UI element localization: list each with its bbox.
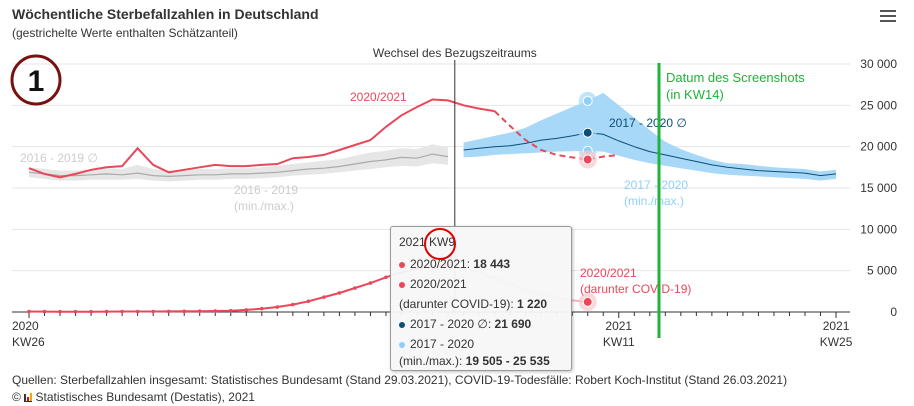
covid-point [120, 309, 124, 314]
hamburger-menu-icon[interactable] [880, 10, 896, 23]
covid-point [384, 275, 388, 280]
covid-point [337, 291, 342, 295]
tooltip-label: 2017 - 2020 [410, 337, 475, 351]
x-tick-label: KW26 [12, 335, 45, 349]
light-blue-dot-icon [399, 341, 405, 348]
label-band-2016-2019: (min./max.) [234, 199, 294, 213]
tooltip-value: 1 220 [517, 297, 548, 311]
period-change-label: Wechsel des Bezugszeitraums [373, 46, 537, 60]
tooltip-label: (darunter COVID-19): [399, 297, 518, 311]
label-covid: 2020/2021 [580, 266, 637, 280]
covid-point [353, 286, 357, 290]
credit-line[interactable]: © Statistisches Bundesamt (Destatis), 20… [12, 390, 255, 404]
x-tick-label: KW11 [603, 335, 635, 349]
label-band-2017-2020: (min./max.) [624, 194, 684, 208]
covid-point [182, 309, 186, 314]
covid-point [275, 305, 280, 309]
hover-point [582, 296, 593, 307]
x-tick-label: 2021 [605, 319, 632, 333]
label-covid: (darunter COVID-19) [580, 282, 691, 296]
highlight-circle [424, 228, 456, 260]
covid-point [228, 308, 233, 313]
covid-point [322, 295, 326, 299]
x-tick-label: KW25 [820, 335, 853, 349]
covid-point [368, 281, 373, 285]
tooltip-label: (min./max.): [399, 354, 466, 368]
covid-point [42, 309, 47, 314]
covid-point [73, 309, 78, 314]
tooltip-label: 2020/2021: [410, 257, 474, 271]
screenshot-date-label: (in KW14) [666, 87, 724, 102]
hover-point [582, 127, 593, 138]
covid-point [58, 309, 62, 314]
band-2016-2019 [29, 144, 448, 182]
chart-subtitle: (gestrichelte Werte enthalten Schätzante… [12, 26, 238, 40]
credit-text: Statistisches Bundesamt (Destatis), 2021 [35, 390, 255, 404]
tooltip-value: 19 505 - 25 535 [465, 354, 550, 368]
hover-point [582, 154, 593, 165]
label-2020-2021: 2020/2021 [350, 90, 407, 104]
covid-point [135, 309, 140, 314]
y-tick-label: 0 [890, 305, 897, 319]
covid-point [244, 308, 249, 312]
copyright-symbol: © [12, 390, 21, 404]
label-band-2016-2019: 2016 - 2019 [234, 183, 298, 197]
hover-point [582, 95, 593, 106]
annotation-number: 1 [28, 65, 45, 98]
covid-point [27, 309, 31, 314]
covid-point [213, 309, 218, 313]
covid-point [166, 309, 171, 314]
tooltip-value: 21 690 [494, 317, 532, 331]
source-note: Quellen: Sterbefallzahlen insgesamt: Sta… [12, 373, 788, 387]
x-tick-label: 2021 [823, 319, 850, 333]
covid-point [291, 302, 295, 307]
tooltip-year: 2021 [399, 235, 426, 249]
covid-point [306, 299, 311, 304]
y-tick-label: 30 000 [860, 57, 897, 71]
tooltip-label: 2017 - 2020 ∅: [410, 317, 495, 331]
label-avg-2017-2020: 2017 - 2020 ∅ [609, 116, 687, 130]
band-2017-2020 [463, 92, 836, 181]
covid-point [89, 309, 93, 314]
y-tick-label: 20 000 [860, 140, 897, 154]
chart-title: Wöchentliche Sterbefallzahlen in Deutsch… [12, 6, 319, 22]
label-band-2017-2020: 2017 - 2020 [624, 178, 688, 192]
covid-point [260, 306, 264, 311]
tooltip-label: 2020/2021 [410, 277, 467, 291]
red-dot-icon [399, 281, 405, 288]
covid-point [151, 309, 155, 314]
annotation-number-circle [10, 54, 62, 106]
tooltip: 2021 KW9 2020/2021: 18 443 2020/2021 (da… [390, 226, 572, 371]
y-tick-label: 10 000 [860, 222, 897, 236]
screenshot-date-label: Datum des Screenshots [666, 70, 805, 85]
destatis-logo-icon [24, 392, 33, 402]
y-tick-label: 15 000 [860, 181, 897, 195]
line-avg-2017-2020 [463, 132, 837, 177]
tooltip-value: 18 443 [473, 257, 511, 271]
line-2020-2021 [28, 98, 495, 179]
line-avg-2016-2019 [28, 153, 449, 178]
y-tick-label: 5 000 [867, 264, 897, 278]
x-tick-label: 2020 [12, 319, 39, 333]
y-tick-label: 25 000 [860, 98, 897, 112]
covid-point [197, 309, 202, 313]
red-dot-icon [399, 261, 405, 268]
blue-dot-icon [399, 321, 405, 328]
label-avg-2016-2019: 2016 - 2019 ∅ [20, 151, 98, 165]
line-covid [28, 264, 449, 313]
covid-point [104, 309, 109, 314]
